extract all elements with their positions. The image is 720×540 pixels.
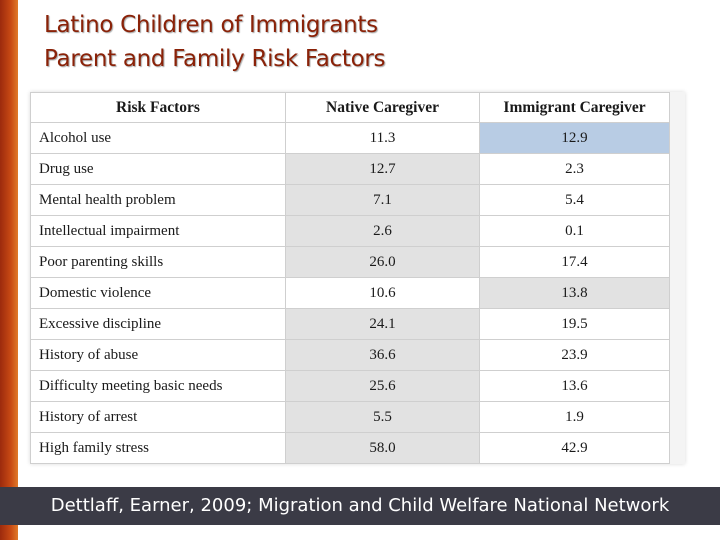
immigrant-value: 2.3 (479, 153, 670, 185)
immigrant-value: 42.9 (479, 432, 670, 464)
table-row: History of abuse 36.6 23.9 (30, 339, 670, 371)
native-value: 2.6 (285, 215, 480, 247)
risk-factors-table-container: Risk Factors Native Caregiver Immigrant … (30, 92, 685, 464)
native-value: 58.0 (285, 432, 480, 464)
row-label: Excessive discipline (30, 308, 286, 340)
immigrant-value: 13.6 (479, 370, 670, 402)
table-row: Difficulty meeting basic needs 25.6 13.6 (30, 370, 670, 402)
table-row: Intellectual impairment 2.6 0.1 (30, 215, 670, 247)
row-label: Difficulty meeting basic needs (30, 370, 286, 402)
row-label: Domestic violence (30, 277, 286, 309)
native-value: 11.3 (285, 122, 480, 154)
accent-bar (0, 0, 18, 540)
row-label: Mental health problem (30, 184, 286, 216)
title-line-1: Latino Children of Immigrants (44, 12, 378, 38)
table-row: Excessive discipline 24.1 19.5 (30, 308, 670, 340)
immigrant-value: 17.4 (479, 246, 670, 278)
row-label: Intellectual impairment (30, 215, 286, 247)
native-value: 25.6 (285, 370, 480, 402)
table-row: Drug use 12.7 2.3 (30, 153, 670, 185)
immigrant-value: 12.9 (479, 122, 670, 154)
table-row: High family stress 58.0 42.9 (30, 432, 670, 464)
immigrant-value: 23.9 (479, 339, 670, 371)
native-value: 26.0 (285, 246, 480, 278)
table-row: History of arrest 5.5 1.9 (30, 401, 670, 433)
table-row: Alcohol use 11.3 12.9 (30, 122, 670, 154)
immigrant-value: 1.9 (479, 401, 670, 433)
immigrant-value: 19.5 (479, 308, 670, 340)
immigrant-value: 13.8 (479, 277, 670, 309)
row-label: History of abuse (30, 339, 286, 371)
header-native-caregiver: Native Caregiver (285, 92, 480, 123)
table-header-row: Risk Factors Native Caregiver Immigrant … (30, 92, 670, 123)
risk-factors-table: Risk Factors Native Caregiver Immigrant … (30, 92, 670, 464)
native-value: 12.7 (285, 153, 480, 185)
native-value: 10.6 (285, 277, 480, 309)
table-row: Mental health problem 7.1 5.4 (30, 184, 670, 216)
row-label: Alcohol use (30, 122, 286, 154)
native-value: 7.1 (285, 184, 480, 216)
row-label: High family stress (30, 432, 286, 464)
title-line-2: Parent and Family Risk Factors (44, 46, 386, 72)
row-label: Drug use (30, 153, 286, 185)
row-label: History of arrest (30, 401, 286, 433)
table-row: Poor parenting skills 26.0 17.4 (30, 246, 670, 278)
page-title: Latino Children of Immigrants Parent and… (44, 8, 386, 76)
immigrant-value: 5.4 (479, 184, 670, 216)
header-immigrant-caregiver: Immigrant Caregiver (479, 92, 670, 123)
native-value: 36.6 (285, 339, 480, 371)
native-value: 24.1 (285, 308, 480, 340)
row-label: Poor parenting skills (30, 246, 286, 278)
immigrant-value: 0.1 (479, 215, 670, 247)
citation-footer: Dettlaff, Earner, 2009; Migration and Ch… (0, 487, 720, 525)
header-risk-factors: Risk Factors (30, 92, 286, 123)
native-value: 5.5 (285, 401, 480, 433)
table-row: Domestic violence 10.6 13.8 (30, 277, 670, 309)
